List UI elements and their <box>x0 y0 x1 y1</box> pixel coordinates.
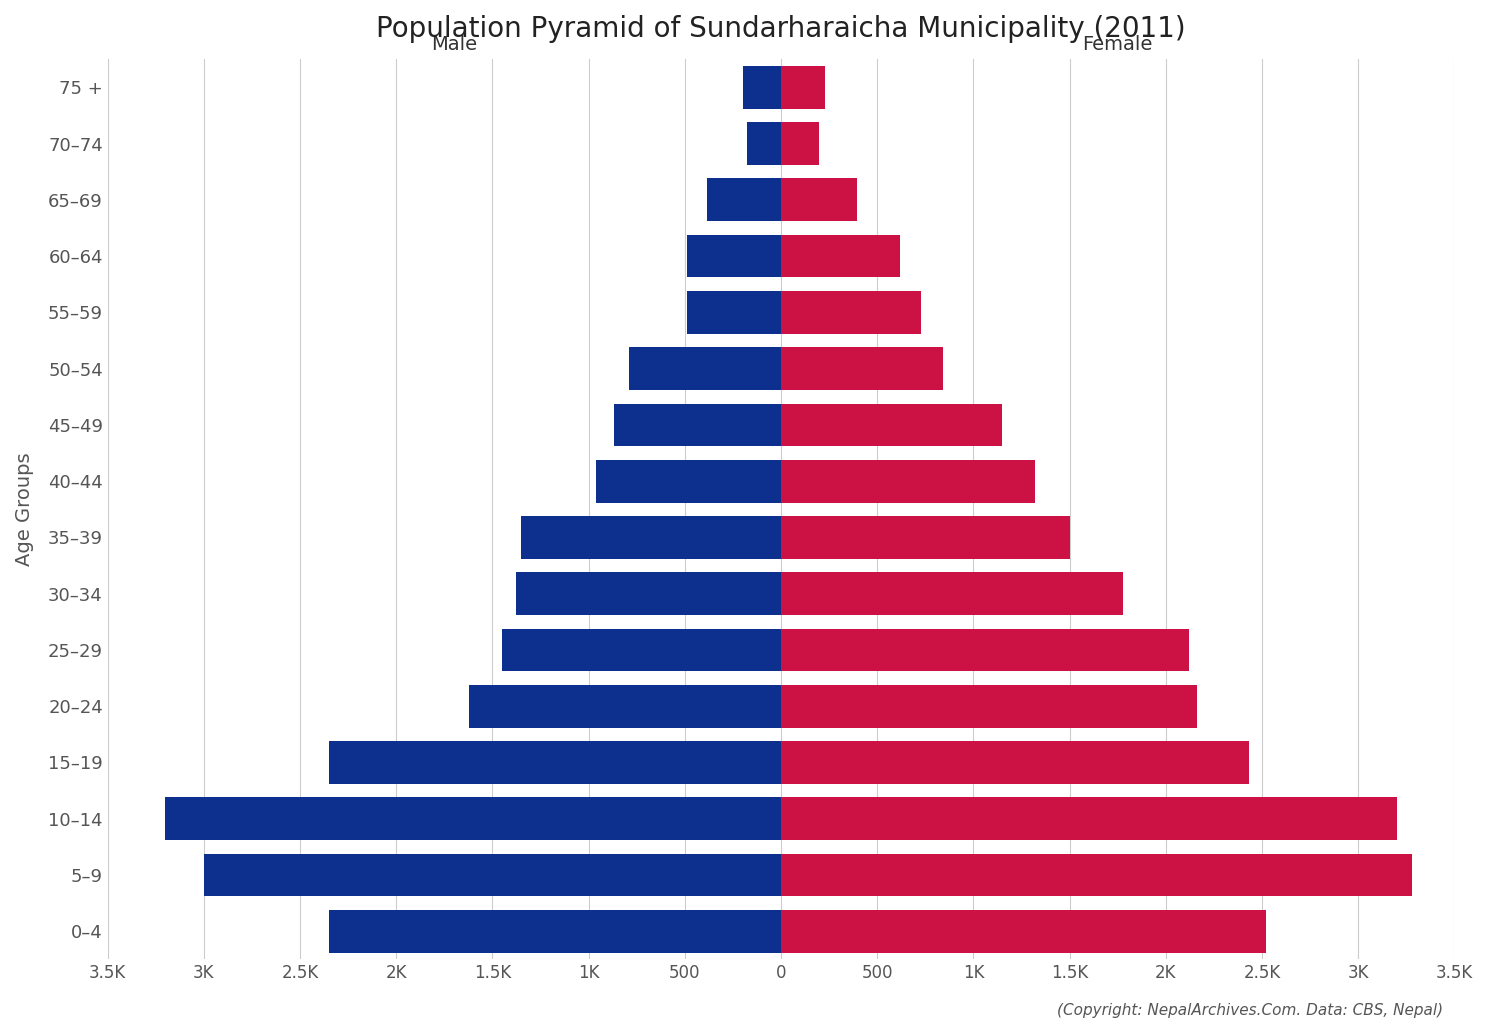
Bar <box>629 347 781 390</box>
Bar <box>781 234 900 278</box>
Bar <box>781 685 1196 728</box>
Bar <box>781 291 921 334</box>
Bar <box>781 798 1397 840</box>
Bar <box>204 853 781 896</box>
Bar <box>501 628 781 671</box>
Bar <box>521 516 781 559</box>
Text: (Copyright: NepalArchives.Com. Data: CBS, Nepal): (Copyright: NepalArchives.Com. Data: CBS… <box>1058 1002 1443 1018</box>
Bar <box>165 798 781 840</box>
Bar <box>781 741 1248 783</box>
Bar <box>687 234 781 278</box>
Bar <box>747 122 781 164</box>
Bar <box>781 628 1189 671</box>
Bar <box>707 179 781 221</box>
Y-axis label: Age Groups: Age Groups <box>15 452 34 566</box>
Bar <box>329 910 781 953</box>
Bar <box>781 460 1036 503</box>
Bar <box>781 516 1070 559</box>
Text: Male: Male <box>432 35 478 53</box>
Bar <box>597 460 781 503</box>
Bar <box>329 741 781 783</box>
Bar <box>781 122 818 164</box>
Bar <box>687 291 781 334</box>
Bar <box>515 573 781 615</box>
Bar <box>781 179 857 221</box>
Bar <box>781 853 1412 896</box>
Text: Female: Female <box>1083 35 1153 53</box>
Bar <box>781 347 943 390</box>
Bar <box>743 66 781 109</box>
Bar <box>781 573 1123 615</box>
Bar <box>781 66 826 109</box>
Bar <box>781 910 1266 953</box>
Bar <box>613 404 781 446</box>
Bar <box>469 685 781 728</box>
Title: Population Pyramid of Sundarharaicha Municipality (2011): Population Pyramid of Sundarharaicha Mun… <box>376 15 1186 43</box>
Bar <box>781 404 1003 446</box>
